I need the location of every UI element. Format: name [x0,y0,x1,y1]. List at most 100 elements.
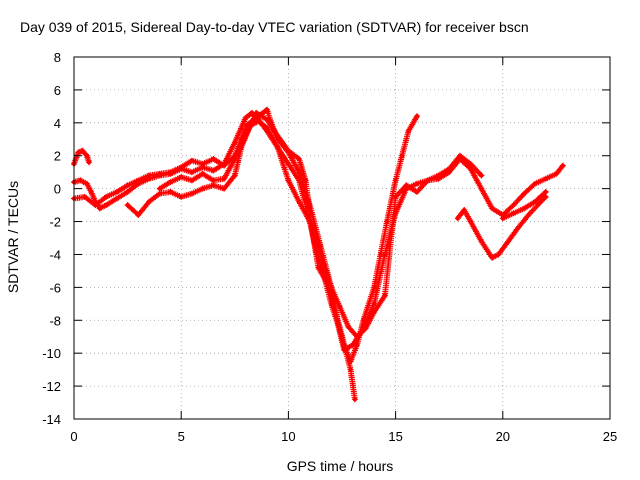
data-point [522,206,527,211]
y-tick-label: 0 [54,182,61,197]
data-point [264,125,270,130]
data-point [89,189,94,195]
y-tick-label: -6 [49,280,61,295]
data-point [414,181,420,186]
data-point [221,176,227,181]
data-point [82,194,87,200]
data-point [264,107,270,112]
data-point [80,148,85,153]
data-point [286,178,291,183]
data-point [136,178,141,183]
y-tick-label: 4 [54,116,61,131]
data-point [346,324,351,330]
series-track-f [454,193,549,261]
data-point [221,163,227,168]
data-point [286,161,291,167]
x-tick-label: 0 [70,429,77,444]
data-point [211,178,216,183]
data-point [86,160,92,165]
data-point [125,183,130,188]
plot-frame [73,56,611,420]
data-markers [124,118,485,340]
data-point [200,171,205,176]
data-point [522,191,527,196]
data-point [543,189,548,195]
data-point [76,150,81,155]
data-point [393,211,398,216]
data-point [352,397,358,402]
data-point [425,178,430,183]
data-point [232,140,237,145]
data-point [136,212,141,218]
data-point [384,219,390,224]
data-point [560,163,565,168]
data-point [125,189,130,195]
data-point [322,276,327,282]
data-point [78,178,83,183]
x-tick-label: 10 [281,429,295,444]
data-point [125,202,130,208]
data-point [489,255,495,260]
data-point [146,199,152,204]
series-track-e [156,109,566,353]
y-tick-label: -10 [42,346,61,361]
data-point [211,156,216,162]
data-point [515,225,520,231]
y-tick-label: -4 [49,247,61,262]
data-point [462,207,467,213]
data-point [543,176,548,181]
y-axis-title: SDTVAR / TECUs [5,181,21,293]
data-point [511,202,516,208]
data-point [329,301,334,306]
data-point [296,156,302,162]
data-point [104,202,109,208]
data-point [337,304,343,310]
data-point [189,178,195,183]
series-track-d [124,118,485,340]
data-point [84,181,90,186]
data-point [350,342,355,348]
y-tick-label: 6 [54,83,61,98]
series-layer [71,106,566,403]
y-tick-label: -2 [49,215,61,230]
data-point [309,227,315,232]
data-point [168,189,173,195]
tick-layer: 0 5 10 15 20 25 -14 -12 -10 -8 -6 -4 -2 0 2 4 6 8 [42,50,617,444]
data-point [372,301,377,306]
data-point [168,170,173,175]
data-point [399,153,405,158]
x-tick-label: 25 [603,429,617,444]
data-point [489,206,495,211]
data-point [157,186,162,191]
data-point [232,173,237,178]
data-point [496,252,501,257]
data-point [404,186,409,191]
data-point [382,293,388,298]
data-point [243,133,248,139]
data-point [335,321,340,326]
y-tick-label: 2 [54,149,61,164]
data-point [303,178,308,183]
data-point [157,171,162,176]
data-point [264,117,270,122]
data-point [447,170,452,175]
y-tick-label: -14 [42,412,61,427]
data-point [348,367,353,372]
data-point [179,165,184,170]
data-point [436,176,441,181]
series-track-g [499,188,549,222]
data-point [243,115,248,121]
x-tick-label: 15 [388,429,402,444]
data-point [296,199,302,204]
x-axis-title: GPS time / hours [287,458,394,474]
data-point [457,156,463,162]
data-point [479,239,484,244]
data-point [457,153,463,158]
data-markers [156,109,566,353]
data-point [479,186,484,191]
y-tick-label: -12 [42,379,61,394]
data-point [114,189,120,195]
data-point [211,183,216,188]
data-point [189,191,195,196]
data-point [455,216,460,221]
